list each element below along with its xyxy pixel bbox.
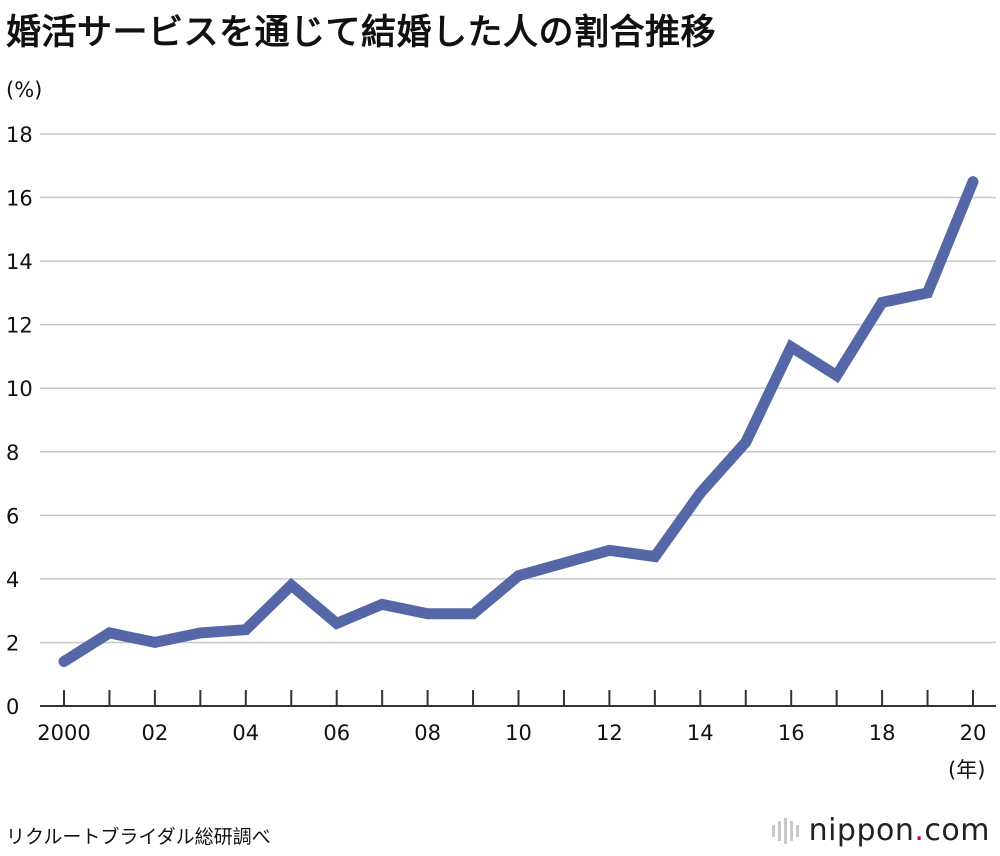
- x-tick-label-08: 08: [414, 721, 441, 745]
- x-axis-unit: (年): [948, 758, 986, 782]
- logo-dot: .: [914, 813, 925, 848]
- data-point-2001: [108, 632, 110, 634]
- logo-name: nippon: [808, 813, 915, 848]
- data-point-2005: [290, 584, 292, 586]
- y-tick-label-10: 10: [6, 377, 33, 401]
- y-tick-label-0: 0: [6, 695, 19, 719]
- series-layer: [58, 176, 979, 667]
- data-point-2009: [472, 613, 474, 615]
- x-tick-label-10: 10: [505, 721, 532, 745]
- data-point-2013: [654, 556, 656, 558]
- x-tick-label-18: 18: [869, 721, 896, 745]
- chart-title: 婚活サービスを通じて結婚した人の割合推移: [6, 13, 717, 53]
- y-tick-label-12: 12: [6, 314, 33, 338]
- logo-bars-icon: [771, 817, 799, 844]
- data-point-2003: [199, 632, 201, 634]
- y-tick-label-16: 16: [6, 187, 33, 211]
- data-point-2016: [790, 346, 792, 348]
- x-tick-label-20: 20: [960, 721, 987, 745]
- y-axis-unit: (%): [6, 78, 43, 102]
- data-point-2010: [518, 575, 519, 577]
- x-tick-label-12: 12: [596, 721, 623, 745]
- x-tick-label-06: 06: [323, 721, 350, 745]
- data-point-2000: [63, 661, 65, 663]
- y-tick-labels: 0 2 4 6 8 10 12 14 16 18: [6, 123, 33, 719]
- y-tick-label-14: 14: [6, 250, 33, 274]
- y-tick-label-18: 18: [6, 123, 33, 147]
- data-point-2002: [154, 641, 156, 643]
- data-point-2017: [836, 375, 838, 377]
- nippon-logo[interactable]: nippon. com: [771, 813, 990, 848]
- x-tick-label-14: 14: [687, 721, 714, 745]
- data-point-2015: [745, 441, 747, 443]
- y-tick-label-2: 2: [6, 631, 19, 655]
- data-point-2008: [427, 613, 429, 615]
- data-point-2020: [972, 181, 974, 183]
- x-tick-label-16: 16: [778, 721, 805, 745]
- x-tick-label-02: 02: [142, 721, 169, 745]
- y-tick-label-6: 6: [6, 504, 19, 528]
- x-axis: 2000 02 04 06 08 10 12 14 16 18 20: [37, 690, 996, 745]
- data-point-2004: [245, 629, 247, 631]
- series-line-0: [58, 176, 979, 667]
- y-tick-label-4: 4: [6, 568, 19, 592]
- data-point-2019: [927, 292, 929, 294]
- data-point-2012: [608, 549, 610, 551]
- data-point-2018: [881, 301, 883, 303]
- source-note: リクルートブライダル総研調べ: [6, 826, 271, 848]
- x-tick-label-04: 04: [232, 721, 259, 745]
- data-point-2011: [563, 562, 565, 564]
- data-point-2007: [381, 603, 383, 605]
- y-tick-label-8: 8: [6, 441, 19, 465]
- data-point-2014: [699, 492, 701, 494]
- x-tick-label-2000: 2000: [37, 721, 90, 745]
- logo-suffix: com: [924, 813, 990, 848]
- data-point-2006: [336, 622, 338, 624]
- grid-lines: [40, 133, 996, 644]
